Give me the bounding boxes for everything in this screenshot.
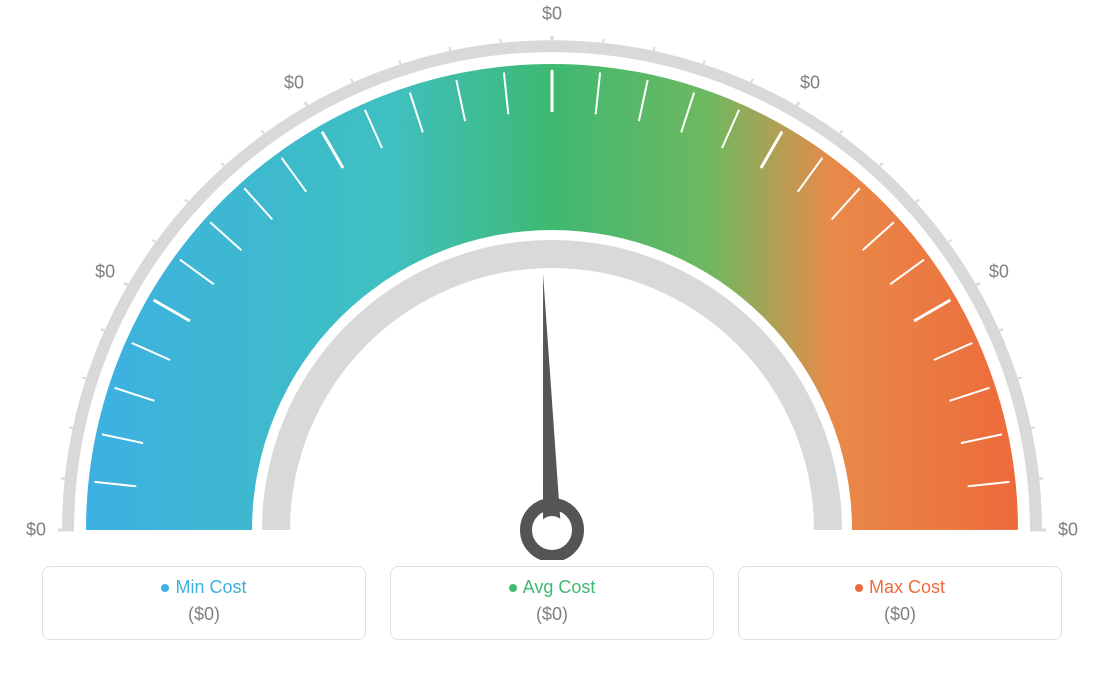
legend-card: Max Cost ($0) [738, 566, 1062, 640]
gauge-tick-label: $0 [26, 520, 46, 541]
gauge-tick-label: $0 [800, 73, 820, 94]
legend-title: Max Cost [739, 577, 1061, 598]
legend-title: Avg Cost [391, 577, 713, 598]
cost-gauge: $0 $0 $0 $0 $0 $0 $0 [0, 0, 1104, 560]
legend-label: Avg Cost [523, 577, 596, 597]
gauge-tick-label: $0 [989, 262, 1009, 283]
gauge-tick-label: $0 [1058, 520, 1078, 541]
legend-dot-icon [509, 584, 517, 592]
gauge-tick-label: $0 [284, 73, 304, 94]
gauge-tick-label: $0 [95, 262, 115, 283]
legend-value: ($0) [43, 604, 365, 625]
legend-title: Min Cost [43, 577, 365, 598]
legend-dot-icon [161, 584, 169, 592]
legend-value: ($0) [391, 604, 713, 625]
gauge-tick-label: $0 [542, 4, 562, 25]
legend-value: ($0) [739, 604, 1061, 625]
legend-card: Avg Cost ($0) [390, 566, 714, 640]
legend-row: Min Cost ($0) Avg Cost ($0) Max Cost ($0) [0, 566, 1104, 640]
legend-label: Min Cost [175, 577, 246, 597]
legend-label: Max Cost [869, 577, 945, 597]
legend-dot-icon [855, 584, 863, 592]
legend-card: Min Cost ($0) [42, 566, 366, 640]
gauge-tick-labels: $0 $0 $0 $0 $0 $0 $0 [0, 0, 1104, 560]
